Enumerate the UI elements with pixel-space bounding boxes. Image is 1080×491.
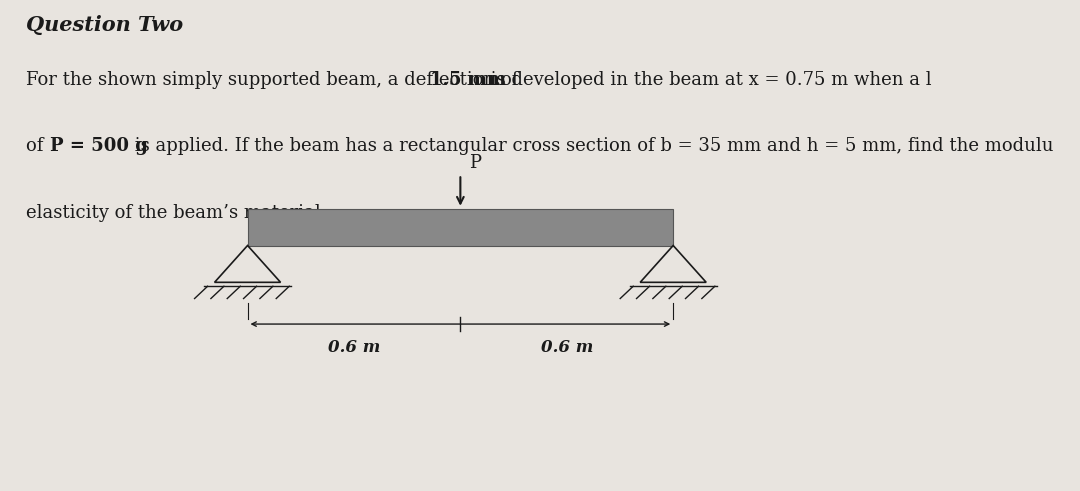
Text: of: of bbox=[26, 137, 50, 156]
Bar bbox=[247, 209, 673, 246]
Text: P = 500 g: P = 500 g bbox=[50, 137, 147, 156]
Text: is developed in the beam at x = 0.75 m when a l: is developed in the beam at x = 0.75 m w… bbox=[485, 71, 931, 89]
Text: 1.5 mm: 1.5 mm bbox=[430, 71, 505, 89]
Text: 0.6 m: 0.6 m bbox=[327, 339, 380, 356]
Text: elasticity of the beam’s material.: elasticity of the beam’s material. bbox=[26, 204, 326, 222]
Text: P: P bbox=[469, 154, 481, 172]
Text: 0.6 m: 0.6 m bbox=[541, 339, 593, 356]
Text: is applied. If the beam has a rectangular cross section of b = 35 mm and h = 5 m: is applied. If the beam has a rectangula… bbox=[129, 137, 1053, 156]
Text: Question Two: Question Two bbox=[26, 15, 184, 35]
Text: For the shown simply supported beam, a deflection of: For the shown simply supported beam, a d… bbox=[26, 71, 524, 89]
